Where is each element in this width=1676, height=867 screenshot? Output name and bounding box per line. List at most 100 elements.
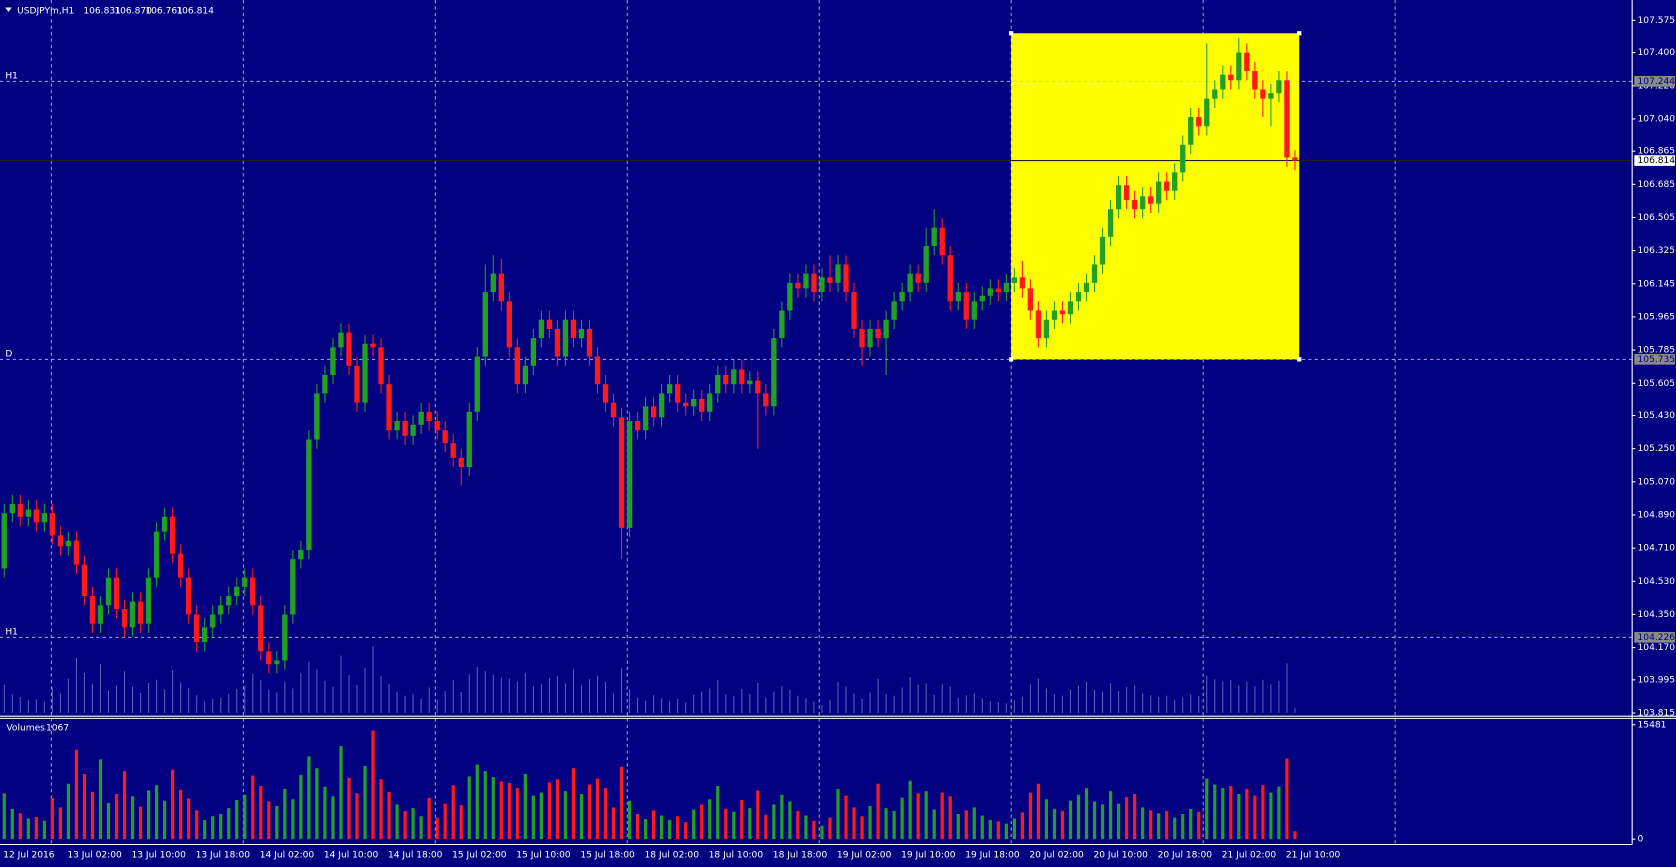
volume-bar: [1044, 799, 1049, 840]
candle-body: [314, 393, 320, 440]
volume-bar: [1173, 817, 1177, 840]
candle-body: [466, 411, 472, 468]
x-tick-label: 15 Jul 18:00: [580, 851, 635, 861]
volume-bar: [114, 794, 119, 840]
candle-body: [642, 406, 649, 431]
volume-bar: [467, 776, 471, 840]
volume-bar: [844, 795, 848, 840]
level-name: H1: [5, 627, 18, 637]
volume-bar: [531, 795, 535, 840]
x-tick-label: 14 Jul 10:00: [324, 851, 379, 861]
candle-body: [418, 411, 424, 425]
candle-body: [691, 398, 697, 407]
x-tick-label: 19 Jul 18:00: [965, 851, 1020, 861]
candle-body: [185, 577, 192, 615]
volume-bar: [1036, 783, 1041, 840]
volume-bar: [10, 808, 14, 840]
volume-bar: [26, 818, 30, 840]
candle-body: [867, 328, 873, 348]
volume-bar: [740, 799, 744, 840]
candle-body: [1075, 292, 1082, 302]
candle-body: [1131, 199, 1138, 210]
x-tick-label: 14 Jul 02:00: [260, 851, 315, 861]
volume-bar: [219, 814, 223, 840]
volume-bar: [315, 768, 319, 840]
candle-body: [787, 282, 793, 311]
y-tick-label: 105.785: [1638, 346, 1676, 356]
level-tag-label: 104.226: [1638, 633, 1676, 643]
candle-body: [1035, 310, 1042, 339]
candle-body: [739, 369, 745, 385]
x-tick-label: 21 Jul 02:00: [1222, 851, 1277, 861]
volume-bar: [635, 814, 640, 840]
candle-body: [795, 282, 801, 289]
volume-bar: [507, 782, 511, 840]
volume-bar: [411, 808, 415, 840]
candle-body: [1051, 310, 1058, 320]
y-tick-label: 105.070: [1638, 477, 1676, 487]
candle-body: [915, 273, 921, 283]
volume-bar: [764, 814, 768, 840]
candle-body: [129, 601, 136, 628]
candle-body: [683, 402, 689, 407]
volume-bar: [1060, 811, 1065, 840]
candle-body: [378, 347, 384, 385]
volume-bar: [1285, 758, 1289, 840]
volume-bar: [884, 808, 888, 840]
candle-body: [618, 417, 625, 528]
volume-bar: [539, 792, 543, 840]
volume-bar: [275, 805, 279, 840]
candle-body: [81, 564, 88, 597]
volume-bar: [571, 768, 576, 840]
volume-bar: [724, 808, 728, 840]
candle-body: [1188, 117, 1194, 145]
candle-body: [907, 273, 913, 293]
volume-bar: [716, 785, 720, 840]
candle-body: [121, 608, 128, 628]
candle-body: [707, 393, 713, 412]
volume-bar: [211, 816, 215, 840]
candle-body: [674, 384, 681, 403]
volume-bar: [203, 819, 207, 840]
candle-body: [177, 553, 184, 578]
candle-body: [1, 513, 7, 569]
y-tick-label: 106.865: [1638, 147, 1676, 157]
candle-body: [570, 319, 577, 339]
volume-bar: [130, 796, 135, 840]
volume-bar: [1084, 788, 1089, 840]
candle-body: [626, 421, 633, 528]
level-tag: [1634, 76, 1675, 87]
volume-bar: [828, 817, 832, 840]
volume-bar: [435, 817, 439, 840]
candle-body: [1244, 52, 1250, 72]
candle-body: [370, 343, 376, 348]
volume-bar: [58, 807, 62, 840]
candle-body: [482, 292, 488, 357]
candle-body: [1139, 196, 1146, 210]
candle-body: [1147, 196, 1154, 204]
candle-body: [362, 343, 368, 403]
volume-bar: [283, 788, 287, 840]
volume-bar: [820, 825, 824, 840]
volume-bar: [42, 820, 46, 840]
volume-bar: [371, 730, 375, 840]
candle-body: [282, 614, 288, 661]
candle-body: [442, 430, 448, 444]
header-value: 106.870: [114, 6, 152, 16]
candle-body: [666, 384, 673, 394]
volume-bar: [836, 788, 840, 840]
volume-bar: [563, 791, 568, 840]
volume-bar: [363, 766, 367, 840]
volume-bar: [788, 801, 792, 840]
y-tick-label: 106.685: [1638, 180, 1676, 190]
candle-body: [1268, 93, 1274, 99]
rectangle-object: [1011, 33, 1300, 360]
volume-bar: [892, 811, 896, 840]
candle-body: [105, 577, 112, 606]
x-tick-label: 12 Jul 2016: [3, 851, 55, 861]
volume-bar: [323, 786, 327, 840]
volume-bar: [443, 803, 447, 840]
volume-bar: [619, 766, 624, 840]
candle-body: [274, 660, 280, 665]
candle-body: [210, 614, 216, 628]
